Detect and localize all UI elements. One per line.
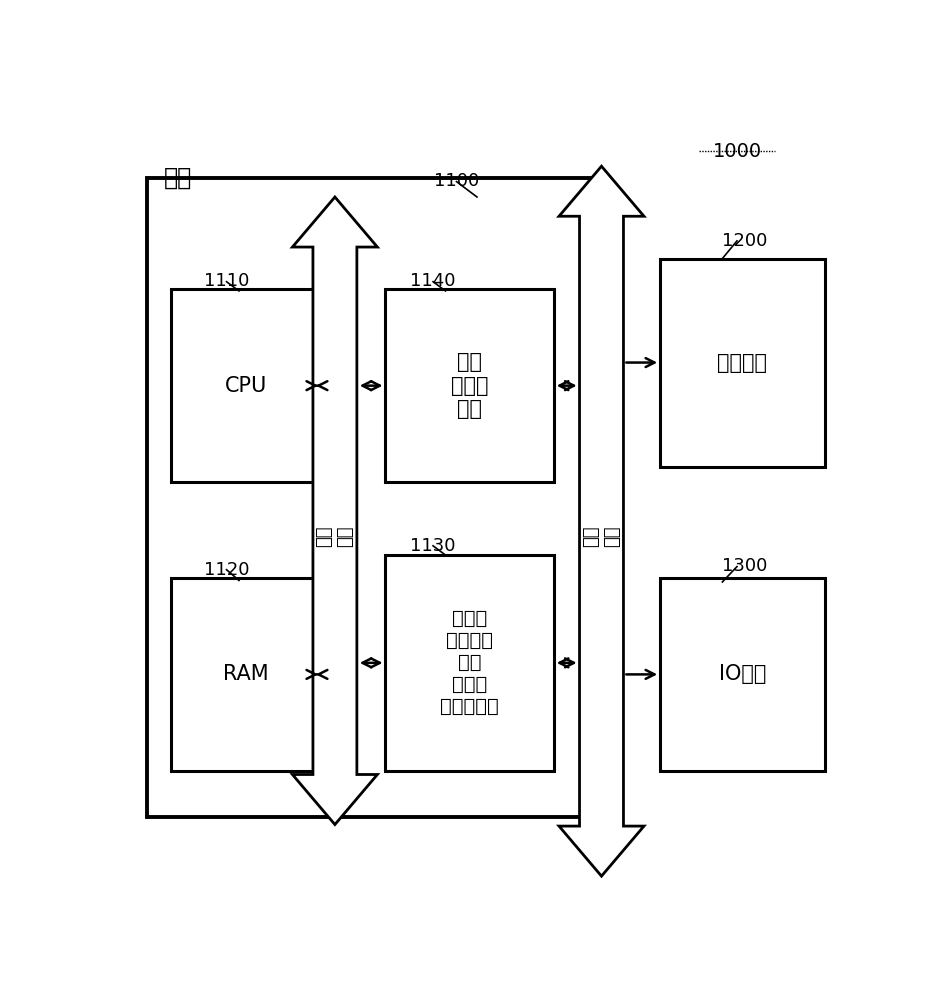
Text: 1120: 1120 xyxy=(204,561,249,579)
Text: 主机: 主机 xyxy=(163,166,192,190)
Bar xyxy=(659,259,824,466)
Bar xyxy=(385,289,553,482)
Text: 1130: 1130 xyxy=(410,537,455,555)
Text: 1110: 1110 xyxy=(204,272,249,290)
Text: 1000: 1000 xyxy=(712,142,761,161)
Text: 内部
总线: 内部 总线 xyxy=(315,525,354,547)
Bar xyxy=(171,578,321,771)
Text: 外部
总线: 外部 总线 xyxy=(582,525,620,547)
Bar xyxy=(385,555,553,771)
Text: IO设备: IO设备 xyxy=(718,664,766,684)
Text: 存储设备: 存储设备 xyxy=(716,353,767,373)
Bar xyxy=(171,289,321,482)
Text: 外部
存储器
接口: 外部 存储器 接口 xyxy=(450,352,488,419)
Text: RAM: RAM xyxy=(223,664,268,684)
Text: 1100: 1100 xyxy=(433,172,479,190)
Text: 自适应
中断控制
单元
（设备
驱动程序）: 自适应 中断控制 单元 （设备 驱动程序） xyxy=(440,609,498,716)
Text: 1300: 1300 xyxy=(721,557,767,575)
Bar xyxy=(659,578,824,771)
Text: CPU: CPU xyxy=(225,376,267,396)
Bar xyxy=(147,178,598,817)
Polygon shape xyxy=(292,197,377,825)
Polygon shape xyxy=(559,166,643,876)
Text: 1200: 1200 xyxy=(721,232,767,250)
Text: 1140: 1140 xyxy=(410,272,455,290)
